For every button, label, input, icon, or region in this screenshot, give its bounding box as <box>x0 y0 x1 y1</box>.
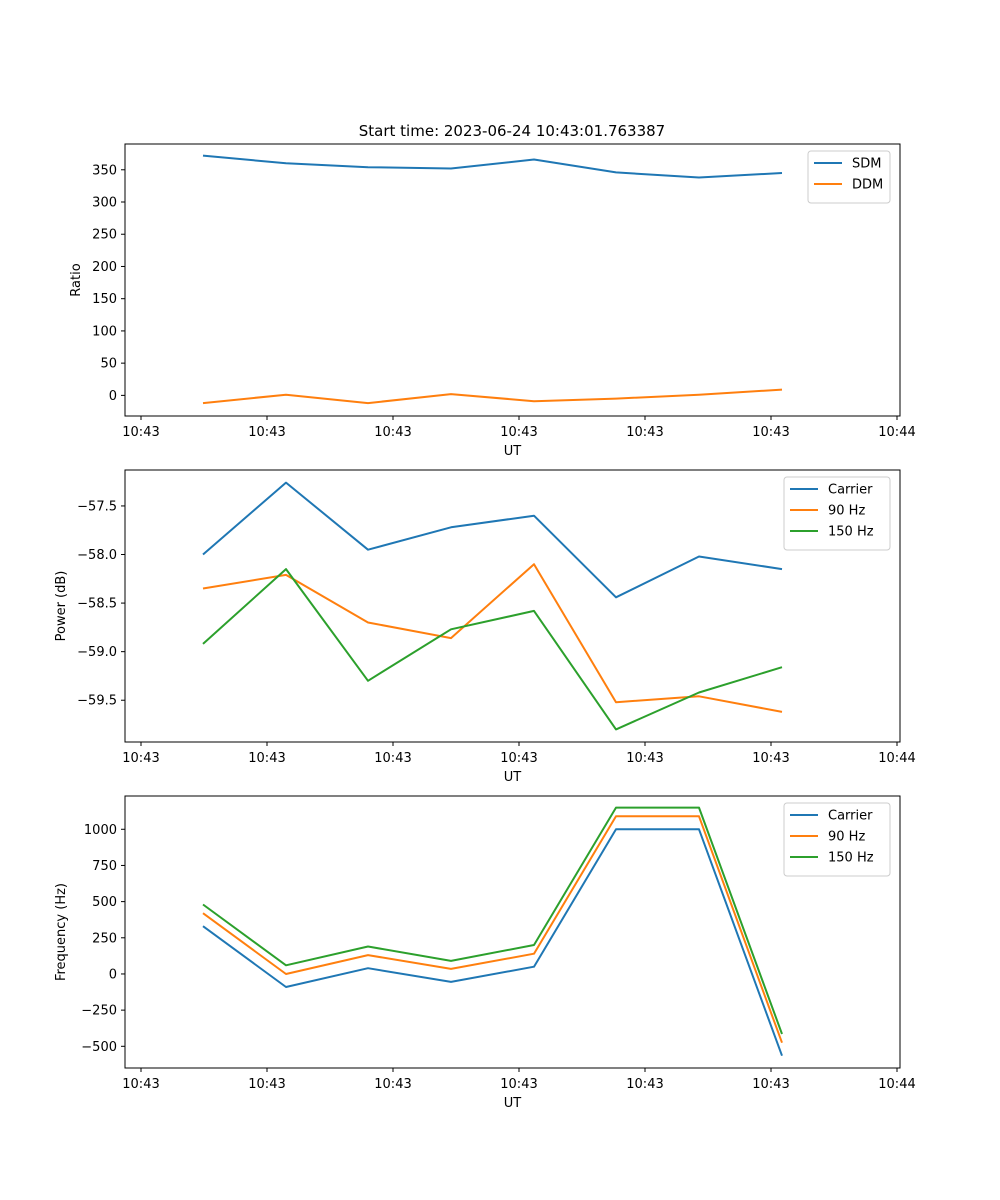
legend-label: 90 Hz <box>828 830 865 845</box>
y-tick-label: 500 <box>92 895 117 910</box>
x-tick-label: 10:43 <box>500 1077 537 1092</box>
x-tick-label: 10:43 <box>626 1077 663 1092</box>
y-tick-label: −59.5 <box>77 694 117 709</box>
x-tick-label: 10:43 <box>374 425 411 440</box>
plot-frame <box>124 469 901 743</box>
y-axis-label: Power (dB) <box>54 571 69 642</box>
x-tick-label: 10:43 <box>122 425 159 440</box>
y-tick-label: 100 <box>92 324 117 339</box>
y-tick-label: 300 <box>92 196 117 211</box>
y-tick-label: 750 <box>92 859 117 874</box>
x-tick-label: 10:44 <box>878 751 915 766</box>
y-axis-label: Ratio <box>69 263 84 296</box>
series-line-sdm <box>202 154 783 179</box>
chart-panel-1: 10:43 10:43 10:43 10:43 10:43 10:43 10:44 0 50 10… <box>69 143 916 459</box>
x-tick-label: 10:43 <box>122 1077 159 1092</box>
x-tick-label: 10:43 <box>248 1077 285 1092</box>
y-tick-label: −500 <box>81 1040 117 1055</box>
x-tick-label: 10:43 <box>500 425 537 440</box>
x-tick-label: 10:43 <box>374 1077 411 1092</box>
series-line-carrier <box>202 828 783 1057</box>
plot-frame <box>124 795 901 1069</box>
legend-label: 90 Hz <box>828 504 865 519</box>
y-tick-label: 150 <box>92 292 117 307</box>
plot-frame <box>124 143 901 417</box>
x-tick-label: 10:43 <box>248 751 285 766</box>
y-tick-label: −58.0 <box>77 548 117 563</box>
chart-panel-3: 10:43 10:43 10:43 10:43 10:43 10:43 10:44 −500 −… <box>54 795 916 1111</box>
y-tick-label: −59.0 <box>77 645 117 660</box>
x-tick-label: 10:43 <box>752 1077 789 1092</box>
series-line-150-hz <box>202 568 783 731</box>
y-tick-label: 0 <box>109 389 117 404</box>
panels: 10:43 10:43 10:43 10:43 10:43 10:43 10:44 0 50 10… <box>54 143 916 1111</box>
x-tick-label: 10:43 <box>500 751 537 766</box>
x-axis-label: UT <box>504 1096 522 1111</box>
legend-label: Carrier <box>828 809 873 824</box>
y-tick-label: 350 <box>92 163 117 178</box>
series-line-ddm <box>202 388 783 405</box>
x-tick-label: 10:43 <box>626 751 663 766</box>
series-line-90-hz <box>202 815 783 1044</box>
legend-label: Carrier <box>828 483 873 498</box>
y-tick-label: −57.5 <box>77 499 117 514</box>
x-tick-label: 10:43 <box>626 425 663 440</box>
x-tick-label: 10:43 <box>248 425 285 440</box>
legend-label: DDM <box>852 178 883 193</box>
y-tick-label: 50 <box>100 357 117 372</box>
y-tick-label: 200 <box>92 260 117 275</box>
series-line-90-hz <box>202 563 783 713</box>
series-line-150-hz <box>202 806 783 1035</box>
y-tick-label: 250 <box>92 931 117 946</box>
y-tick-label: 1000 <box>84 823 117 838</box>
y-tick-label: −58.5 <box>77 597 117 612</box>
x-tick-label: 10:43 <box>374 751 411 766</box>
y-tick-label: 250 <box>92 228 117 243</box>
x-tick-label: 10:43 <box>752 425 789 440</box>
x-tick-label: 10:43 <box>752 751 789 766</box>
x-tick-label: 10:44 <box>878 1077 915 1092</box>
x-axis-label: UT <box>504 770 522 785</box>
legend-label: 150 Hz <box>828 851 874 866</box>
y-tick-label: 0 <box>109 967 117 982</box>
x-tick-label: 10:44 <box>878 425 915 440</box>
x-axis-label: UT <box>504 444 522 459</box>
chart-panel-2: 10:43 10:43 10:43 10:43 10:43 10:43 10:44 −57.5… <box>54 469 916 785</box>
y-axis-label: Frequency (Hz) <box>54 883 69 981</box>
legend-label: SDM <box>852 157 881 172</box>
x-tick-label: 10:43 <box>122 751 159 766</box>
series-line-carrier <box>202 481 783 599</box>
y-tick-label: −250 <box>81 1004 117 1019</box>
legend-label: 150 Hz <box>828 525 874 540</box>
figure-title: Start time: 2023-06-24 10:43:01.763387 <box>359 122 665 140</box>
